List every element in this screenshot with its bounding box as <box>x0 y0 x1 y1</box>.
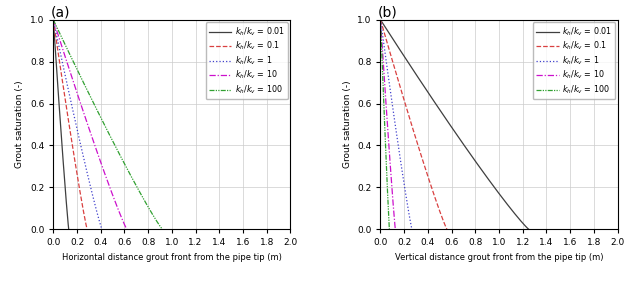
$k_h/k_v$ = 1 <box>78 149 86 153</box>
$k_h/k_v$ = 100 <box>382 149 389 153</box>
$k_h/k_v$ = 0.1 <box>377 18 384 22</box>
$k_h/k_v$ = 0.1 <box>377 19 384 22</box>
$k_h/k_v$ = 0.1 <box>80 212 88 215</box>
Text: (b): (b) <box>378 6 398 20</box>
$k_h/k_v$ = 0.01 <box>59 150 66 153</box>
$k_h/k_v$ = 0.01 <box>468 154 475 157</box>
Line: $k_h/k_v$ = 10: $k_h/k_v$ = 10 <box>53 20 127 229</box>
$k_h/k_v$ = 1 <box>405 212 413 215</box>
$k_h/k_v$ = 0.1 <box>433 200 440 203</box>
$k_h/k_v$ = 10 <box>93 150 101 153</box>
$k_h/k_v$ = 1 <box>79 154 87 157</box>
$k_h/k_v$ = 10 <box>390 212 398 215</box>
$k_h/k_v$ = 0.1 <box>83 228 91 231</box>
$k_h/k_v$ = 0.01 <box>525 228 532 231</box>
$k_h/k_v$ = 10 <box>377 18 384 22</box>
Line: $k_h/k_v$ = 100: $k_h/k_v$ = 100 <box>53 20 162 229</box>
$k_h/k_v$ = 0.01 <box>63 200 70 203</box>
$k_h/k_v$ = 0.01 <box>377 18 384 22</box>
$k_h/k_v$ = 1 <box>98 228 106 231</box>
$k_h/k_v$ = 0.01 <box>502 200 509 203</box>
Y-axis label: Grout saturation (-): Grout saturation (-) <box>342 81 352 168</box>
$k_h/k_v$ = 10 <box>386 150 393 153</box>
$k_h/k_v$ = 100 <box>142 200 149 203</box>
$k_h/k_v$ = 0.1 <box>50 19 57 22</box>
$k_h/k_v$ = 0.01 <box>50 18 57 22</box>
$k_h/k_v$ = 1 <box>377 19 384 22</box>
Legend: $k_h/k_v$ = 0.01, $k_h/k_v$ = 0.1, $k_h/k_v$ = 1, $k_h/k_v$ = 10, $k_h/k_v$ = 10: $k_h/k_v$ = 0.01, $k_h/k_v$ = 0.1, $k_h/… <box>533 22 615 99</box>
$k_h/k_v$ = 1 <box>396 149 403 153</box>
$k_h/k_v$ = 0.1 <box>416 149 424 153</box>
Y-axis label: Grout saturation (-): Grout saturation (-) <box>15 81 24 168</box>
$k_h/k_v$ = 0.1 <box>70 150 77 153</box>
$k_h/k_v$ = 10 <box>50 18 57 22</box>
$k_h/k_v$ = 10 <box>116 212 124 215</box>
$k_h/k_v$ = 0.1 <box>437 212 445 215</box>
$k_h/k_v$ = 0.1 <box>70 154 78 157</box>
$k_h/k_v$ = 100 <box>50 19 58 22</box>
$k_h/k_v$ = 0.01 <box>59 149 66 153</box>
$k_h/k_v$ = 0.1 <box>70 149 77 153</box>
Line: $k_h/k_v$ = 0.1: $k_h/k_v$ = 0.1 <box>53 20 87 229</box>
$k_h/k_v$ = 100 <box>377 18 384 22</box>
$k_h/k_v$ = 0.01 <box>59 154 66 157</box>
$k_h/k_v$ = 0.01 <box>465 150 473 153</box>
$k_h/k_v$ = 1 <box>50 18 57 22</box>
$k_h/k_v$ = 0.01 <box>50 19 57 22</box>
$k_h/k_v$ = 0.01 <box>465 149 472 153</box>
X-axis label: Horizontal distance grout front from the pipe tip (m): Horizontal distance grout front from the… <box>62 253 282 262</box>
$k_h/k_v$ = 100 <box>114 149 122 153</box>
$k_h/k_v$ = 10 <box>386 154 393 157</box>
$k_h/k_v$ = 1 <box>93 212 101 215</box>
$k_h/k_v$ = 0.1 <box>78 200 85 203</box>
$k_h/k_v$ = 10 <box>391 228 399 231</box>
$k_h/k_v$ = 10 <box>123 228 130 231</box>
$k_h/k_v$ = 100 <box>50 18 57 22</box>
$k_h/k_v$ = 10 <box>377 19 384 22</box>
$k_h/k_v$ = 10 <box>389 200 397 203</box>
$k_h/k_v$ = 1 <box>396 154 404 157</box>
$k_h/k_v$ = 100 <box>386 228 393 231</box>
$k_h/k_v$ = 1 <box>408 228 416 231</box>
$k_h/k_v$ = 1 <box>396 150 403 153</box>
$k_h/k_v$ = 0.1 <box>443 228 451 231</box>
Line: $k_h/k_v$ = 0.01: $k_h/k_v$ = 0.01 <box>381 20 529 229</box>
$k_h/k_v$ = 100 <box>385 212 393 215</box>
$k_h/k_v$ = 1 <box>403 200 411 203</box>
$k_h/k_v$ = 100 <box>116 154 124 157</box>
$k_h/k_v$ = 0.01 <box>377 19 385 22</box>
$k_h/k_v$ = 10 <box>112 200 119 203</box>
$k_h/k_v$ = 1 <box>78 150 86 153</box>
$k_h/k_v$ = 100 <box>115 150 122 153</box>
$k_h/k_v$ = 0.01 <box>63 212 71 215</box>
$k_h/k_v$ = 0.01 <box>65 228 73 231</box>
$k_h/k_v$ = 10 <box>386 149 393 153</box>
$k_h/k_v$ = 100 <box>384 200 392 203</box>
$k_h/k_v$ = 1 <box>90 200 98 203</box>
$k_h/k_v$ = 0.1 <box>50 18 57 22</box>
$k_h/k_v$ = 0.1 <box>416 150 424 153</box>
$k_h/k_v$ = 0.1 <box>418 154 425 157</box>
Line: $k_h/k_v$ = 10: $k_h/k_v$ = 10 <box>381 20 395 229</box>
Line: $k_h/k_v$ = 0.01: $k_h/k_v$ = 0.01 <box>53 20 69 229</box>
$k_h/k_v$ = 100 <box>149 212 156 215</box>
Legend: $k_h/k_v$ = 0.01, $k_h/k_v$ = 0.1, $k_h/k_v$ = 1, $k_h/k_v$ = 10, $k_h/k_v$ = 10: $k_h/k_v$ = 0.01, $k_h/k_v$ = 0.1, $k_h/… <box>206 22 288 99</box>
$k_h/k_v$ = 100 <box>377 19 384 22</box>
Line: $k_h/k_v$ = 1: $k_h/k_v$ = 1 <box>53 20 102 229</box>
Line: $k_h/k_v$ = 1: $k_h/k_v$ = 1 <box>381 20 412 229</box>
X-axis label: Vertical distance grout front from the pipe tip (m): Vertical distance grout front from the p… <box>395 253 603 262</box>
$k_h/k_v$ = 100 <box>382 150 389 153</box>
Text: (a): (a) <box>51 6 70 20</box>
$k_h/k_v$ = 0.01 <box>511 212 519 215</box>
Line: $k_h/k_v$ = 100: $k_h/k_v$ = 100 <box>381 20 389 229</box>
$k_h/k_v$ = 10 <box>93 149 100 153</box>
$k_h/k_v$ = 10 <box>95 154 102 157</box>
$k_h/k_v$ = 1 <box>377 18 384 22</box>
$k_h/k_v$ = 10 <box>50 19 57 22</box>
Line: $k_h/k_v$ = 0.1: $k_h/k_v$ = 0.1 <box>381 20 447 229</box>
$k_h/k_v$ = 100 <box>382 154 390 157</box>
$k_h/k_v$ = 1 <box>50 19 57 22</box>
$k_h/k_v$ = 100 <box>159 228 166 231</box>
